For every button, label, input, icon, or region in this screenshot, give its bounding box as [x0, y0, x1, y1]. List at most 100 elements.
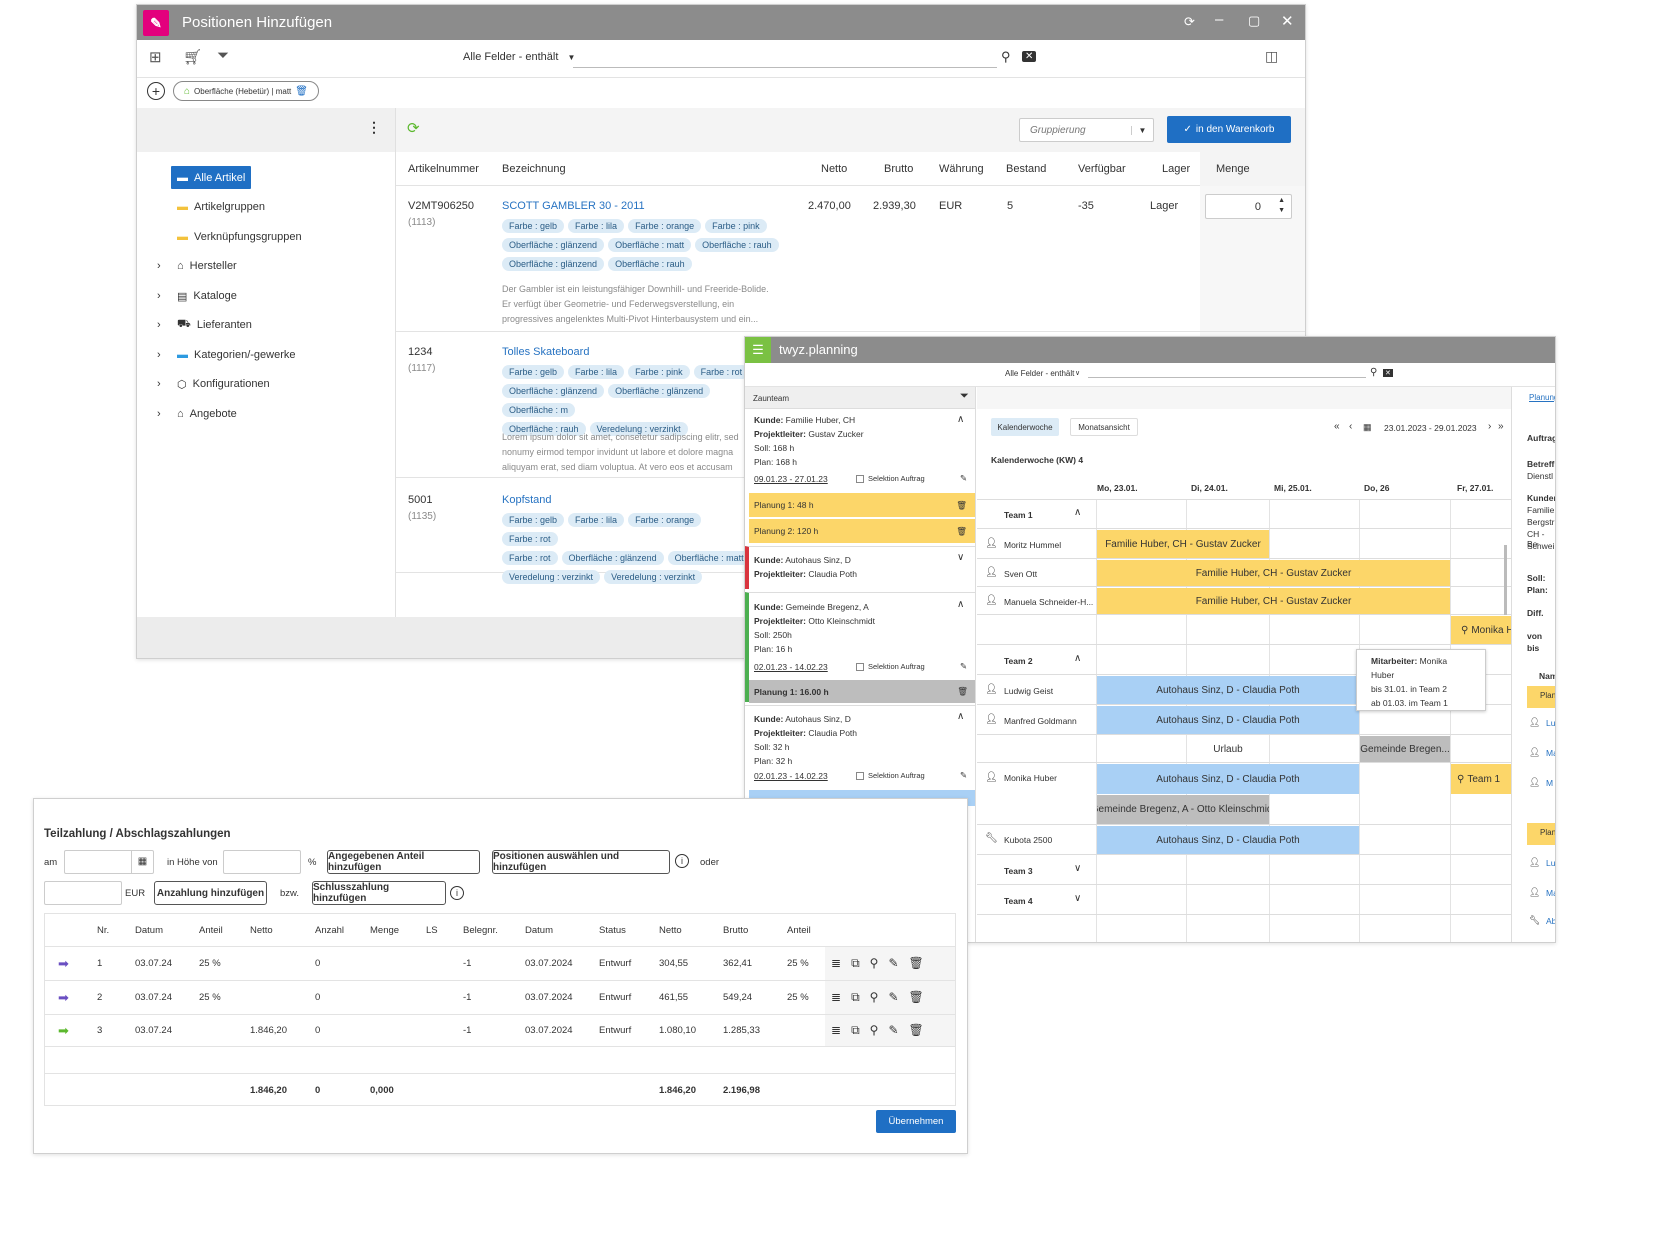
edit-icon[interactable]: ✎ [960, 661, 968, 671]
calendar-icon[interactable]: ▦ [1363, 422, 1372, 432]
resource-row[interactable]: 👤︎ Manfred Goldmann [977, 705, 1511, 735]
chevron-up-icon[interactable]: ∧ [957, 711, 965, 722]
date-range[interactable]: 02.01.23 - 14.02.23 [754, 771, 828, 781]
article-row[interactable]: V2MT906250 (1113) SCOTT GAMBLER 30 - 201… [396, 186, 1305, 332]
booking-bar[interactable]: Familie Huber, CH - Gustav Zucker [1097, 588, 1450, 614]
tree-view-icon[interactable]: ⊞ [149, 49, 162, 66]
add-share-button[interactable]: Angegebenen Anteil hinzufügen [327, 850, 480, 874]
filter-icon[interactable]: ⏷ [217, 47, 230, 64]
clear-search-icon[interactable]: ✕ [1383, 369, 1393, 377]
chevron-up-icon[interactable]: ∧ [957, 599, 965, 610]
tab-planung[interactable]: Planung [1529, 393, 1556, 402]
stack-icon[interactable]: ≣ [831, 956, 852, 970]
planung-row[interactable]: Planung 1: 48 h 🗑︎ [749, 493, 975, 517]
select-positions-button[interactable]: Positionen auswählen und hinzufügen [492, 850, 670, 874]
add-to-cart-button[interactable]: ✓ in den Warenkorb [1167, 116, 1291, 143]
team-row[interactable]: Team 3 ∨ [977, 855, 1511, 885]
team-row[interactable]: Team 2 ∧ [977, 645, 1511, 675]
tab-kalenderwoche[interactable]: Kalenderwoche [991, 418, 1059, 436]
info-icon[interactable]: i [675, 854, 689, 868]
kebab-menu-icon[interactable]: ⋮ [367, 119, 381, 135]
person-link[interactable]: Ma [1546, 748, 1555, 758]
tree-item-kategorien[interactable]: › ▬ Kategorien/-gewerke [157, 344, 296, 366]
search-input[interactable] [573, 67, 997, 68]
grouping-select[interactable]: Gruppierung ▼ [1019, 118, 1154, 142]
filter-icon[interactable]: ⏷ [960, 390, 969, 402]
open-external-icon[interactable]: ⧉ [851, 990, 870, 1004]
team-row[interactable]: Team 1 ∧ [977, 499, 1511, 529]
person-link[interactable]: Lu [1546, 858, 1556, 868]
trash-icon[interactable]: 🗑︎ [295, 85, 308, 97]
trash-icon[interactable]: 🗑︎ [956, 526, 967, 536]
calendar-icon[interactable]: ▦ [131, 851, 153, 873]
edit-icon[interactable]: ✎ [960, 473, 968, 483]
resource-row[interactable] [977, 735, 1511, 763]
filter-chip[interactable]: ⌂ Oberfläche (Hebetür) | matt 🗑︎ [173, 81, 319, 101]
trash-icon[interactable]: 🗑︎ [908, 990, 934, 1004]
chevron-up-icon[interactable]: ∧ [957, 414, 965, 425]
plan-chip[interactable]: Plan [1527, 686, 1555, 708]
stack-icon[interactable]: ≣ [831, 1023, 852, 1037]
resource-row[interactable]: 👤︎ Monika Huber [977, 763, 1511, 825]
tab-monatsansicht[interactable]: Monatsansicht [1070, 418, 1138, 436]
double-chevron-left-icon[interactable]: « [1334, 421, 1340, 432]
person-link[interactable]: Lu [1546, 718, 1556, 728]
cart-icon[interactable]: 🛒︎ [183, 49, 203, 66]
open-external-icon[interactable]: ⧉ [851, 1023, 870, 1037]
quantity-stepper[interactable]: 0 ▲ ▼ [1205, 194, 1292, 219]
team-row[interactable]: Team 4 ∨ [977, 885, 1511, 915]
edit-icon[interactable]: ✎ [960, 770, 968, 780]
stepper-arrows-icon[interactable]: ▲ ▼ [1278, 197, 1285, 214]
scrollbar[interactable] [1504, 545, 1507, 615]
person-link[interactable]: M [1546, 778, 1554, 788]
article-name[interactable]: SCOTT GAMBLER 30 - 2011 [502, 200, 645, 212]
tree-item-lieferanten[interactable]: › ⛟ Lieferanten [157, 314, 252, 336]
panel-toggle-icon[interactable]: ◫ [1265, 48, 1279, 64]
booking-bar[interactable]: Familie Huber, CH - Gustav Zucker [1097, 530, 1269, 558]
edit-icon[interactable]: ✎ [888, 956, 909, 970]
chevron-up-icon[interactable]: ∧ [1074, 507, 1082, 518]
col-lager[interactable]: Lager [1162, 163, 1191, 175]
search-document-icon[interactable]: ⚲ [869, 956, 889, 970]
col-bezeichnung[interactable]: Bezeichnung [502, 163, 566, 175]
resource-row[interactable]: 🔧︎ Kubota 2500 [977, 825, 1511, 855]
col-artikelnummer[interactable]: Artikelnummer [408, 163, 479, 175]
minimize-icon[interactable]: – [1215, 11, 1224, 28]
info-icon[interactable]: i [450, 886, 464, 900]
tree-item-alle-artikel[interactable]: ▬ Alle Artikel [171, 166, 252, 189]
tree-item-kataloge[interactable]: › ▤ Kataloge [157, 285, 237, 307]
resource-row[interactable]: 👤︎ Ludwig Geist [977, 675, 1511, 705]
planung-row[interactable]: Planung 1: 16.00 h 🗑︎ [749, 680, 975, 703]
chevron-down-icon[interactable]: ∨ [957, 552, 965, 563]
trash-icon[interactable]: 🗑︎ [957, 686, 968, 696]
chevron-left-icon[interactable]: ‹ [1349, 421, 1353, 432]
reload-icon[interactable]: ⟳ [407, 120, 420, 137]
edit-icon[interactable]: ✎ [888, 1023, 909, 1037]
resource-row[interactable]: 👤︎ Sven Ott [977, 559, 1511, 587]
plan-chip[interactable]: Plan [1527, 823, 1555, 845]
search-mode-select[interactable]: Alle Felder - enthält ▼ [463, 51, 575, 63]
date-field[interactable]: ▦ [64, 850, 154, 874]
search-mode-label[interactable]: Alle Felder - enthält [1005, 369, 1075, 378]
chevron-down-icon[interactable]: ∨ [1074, 863, 1082, 874]
checkbox[interactable] [856, 772, 864, 780]
col-menge[interactable]: Menge [1216, 163, 1250, 175]
close-icon[interactable]: ✕ [1281, 13, 1294, 30]
search-icon[interactable]: ⚲ [1001, 49, 1011, 64]
add-final-payment-button[interactable]: Schlusszahlung hinzufügen [312, 881, 446, 905]
resource-row[interactable]: 👤︎ Manuela Schneider-H... [977, 587, 1511, 615]
double-chevron-right-icon[interactable]: » [1498, 421, 1504, 432]
booking-bar[interactable]: Autohaus Sinz, D - Claudia Poth [1097, 706, 1359, 734]
article-name[interactable]: Kopfstand [502, 494, 552, 506]
col-netto[interactable]: Netto [821, 163, 848, 175]
stack-icon[interactable]: ≣ [831, 990, 852, 1004]
trash-icon[interactable]: 🗑︎ [908, 1023, 934, 1037]
amount-field[interactable] [44, 881, 122, 905]
person-link[interactable]: Ab [1546, 916, 1556, 926]
table-row[interactable]: ➡ 3 03.07.24 1.846,20 0 -1 03.07.2024 En… [45, 1015, 955, 1047]
add-downpayment-button[interactable]: Anzahlung hinzufügen [154, 881, 267, 905]
col-waehrung[interactable]: Währung [939, 163, 984, 175]
maximize-icon[interactable]: ▢ [1248, 13, 1261, 28]
chevron-up-icon[interactable]: ∧ [1074, 653, 1082, 664]
tree-item-hersteller[interactable]: › ⌂ Hersteller [157, 255, 237, 277]
